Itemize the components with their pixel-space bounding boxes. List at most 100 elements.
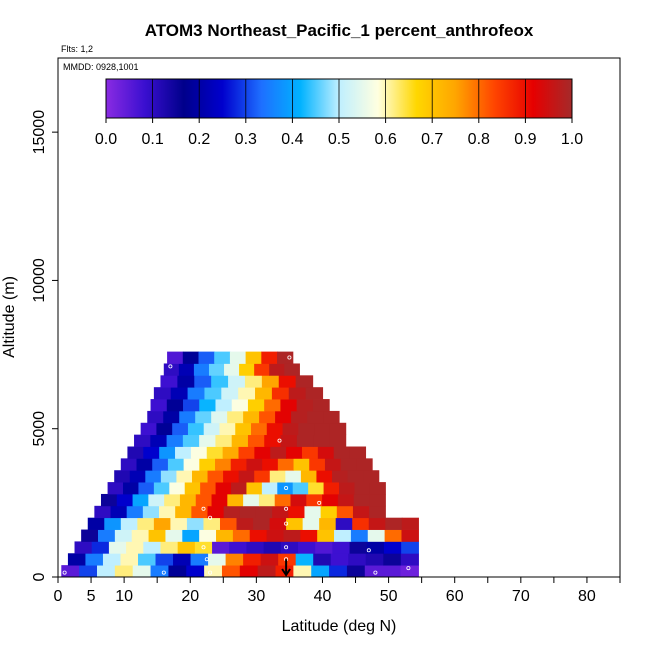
heatmap-cell (352, 517, 370, 530)
heatmap-cell (261, 375, 280, 388)
heatmap-cell (363, 470, 380, 483)
heatmap-cell (223, 505, 241, 519)
heatmap-cell (400, 565, 419, 578)
heatmap-cell (261, 482, 278, 495)
heatmap-cell (313, 434, 330, 447)
heatmap-cell (247, 434, 265, 447)
heatmap-cell (67, 553, 87, 566)
heatmap-cell (104, 517, 122, 530)
heatmap-cell (211, 410, 228, 424)
heatmap-cell (186, 565, 205, 578)
heatmap-cell (335, 517, 353, 530)
heatmap-cell (239, 565, 259, 578)
heatmap-cell (277, 351, 294, 364)
heatmap-cell (187, 422, 205, 436)
heatmap-cell (278, 553, 297, 566)
heatmap-cell (277, 482, 294, 495)
heatmap-cell (198, 351, 215, 364)
heatmap-cell (245, 351, 262, 364)
heatmap-cell (97, 565, 116, 578)
heatmap-cell (120, 553, 139, 566)
heatmap-cell (102, 553, 122, 566)
heatmap-cell (243, 493, 260, 507)
heatmap-cell (100, 493, 118, 507)
heatmap-cell (138, 553, 157, 566)
y-axis-label: Altitude (m) (1, 276, 18, 358)
heatmap-cell (340, 458, 357, 471)
heatmap-cell (260, 553, 279, 566)
heatmap-cell (383, 541, 402, 554)
heatmap-cell (155, 553, 174, 566)
heatmap-cell (223, 470, 240, 483)
heatmap-cell (184, 482, 201, 495)
sample-point (201, 545, 206, 550)
heatmap-cell (221, 565, 241, 578)
heatmap-cell (246, 458, 263, 471)
dates-label: MMDD: 0928,1001 (63, 62, 139, 72)
heatmap-cell (138, 482, 155, 495)
heatmap-cell (166, 399, 184, 412)
heatmap-cell (312, 399, 330, 412)
heatmap-cell (246, 541, 265, 554)
heatmap-cell (231, 434, 249, 447)
heatmap-cell (212, 541, 230, 554)
heatmap-cell (349, 446, 367, 459)
heatmap-cell (401, 517, 419, 530)
heatmap-cell (208, 363, 225, 376)
heatmap-cell (153, 482, 170, 495)
heatmap-cell (329, 565, 348, 578)
heatmap-cell (140, 422, 158, 436)
x-tick-label: 10 (115, 588, 133, 605)
heatmap-cell (153, 517, 171, 530)
heatmap-cell (313, 553, 332, 566)
heatmap-cell (246, 482, 263, 495)
heatmap-cell (221, 387, 239, 400)
heatmap-cell (199, 434, 217, 447)
heatmap-cell (257, 565, 277, 578)
colorbar-tick-label: 0.6 (374, 131, 396, 148)
heatmap-cell (203, 422, 221, 436)
heatmap-cell (264, 399, 281, 412)
heatmap-cell (293, 458, 310, 471)
heatmap-cell (107, 482, 124, 495)
heatmap-cell (269, 517, 287, 530)
heatmap-cell (277, 458, 295, 471)
heatmap-cell (384, 529, 403, 542)
heatmap-cell (87, 517, 105, 530)
heatmap-cell (231, 399, 249, 412)
heatmap-cell (269, 470, 286, 483)
sample-point (284, 521, 289, 526)
heatmap-cell (194, 541, 213, 554)
heatmap-cell (302, 517, 320, 530)
heatmap-cell (224, 363, 240, 376)
heatmap-cell (143, 541, 162, 554)
heatmap-cell (334, 529, 352, 542)
x-tick-label: 40 (314, 588, 332, 605)
heatmap-cell (193, 363, 210, 376)
x-tick-label: 50 (380, 588, 398, 605)
heatmap-cell (306, 493, 323, 507)
heatmap-cell (191, 505, 209, 519)
sample-point (168, 364, 173, 369)
heatmap-cell (207, 505, 225, 519)
sample-point (208, 515, 213, 520)
heatmap-cell (173, 553, 192, 566)
heatmap-cell (195, 410, 212, 424)
heatmap-cell (81, 529, 99, 542)
heatmap-cell (301, 446, 319, 459)
heatmap-cell (91, 541, 110, 554)
heatmap-cell (282, 422, 299, 436)
heatmap-cell (283, 529, 301, 542)
heatmap-cell (238, 470, 255, 483)
heatmap-cell (203, 517, 221, 530)
heatmap-cell (137, 517, 155, 530)
flights-label: Flts: 1,2 (61, 44, 93, 54)
heatmap-cell (275, 410, 292, 424)
heatmap-cell (167, 458, 185, 471)
sample-point (284, 506, 289, 511)
heatmap-cell (292, 482, 309, 495)
heatmap-cell (368, 517, 386, 530)
heatmap-cell (383, 553, 402, 566)
heatmap-cell (168, 565, 187, 578)
